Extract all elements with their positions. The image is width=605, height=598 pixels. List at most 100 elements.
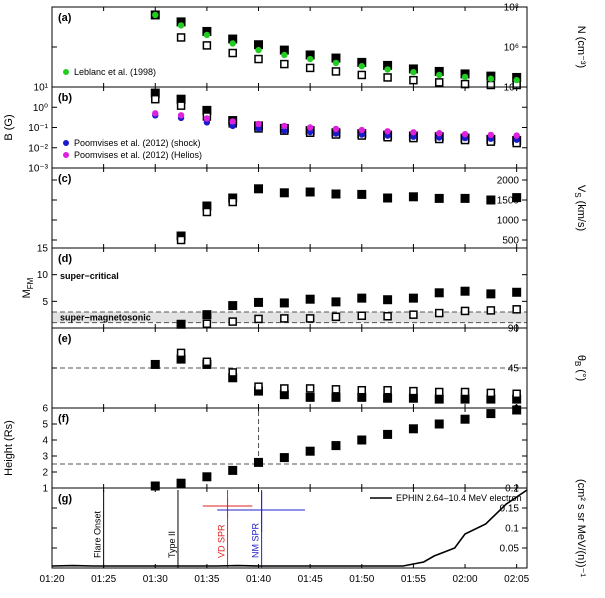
y-axis-title-sub: FM bbox=[26, 277, 35, 289]
data-point-circle bbox=[281, 51, 288, 59]
y-axis-title: B (G) bbox=[3, 114, 15, 140]
data-point-filled bbox=[150, 359, 160, 369]
data-point-filled bbox=[434, 419, 444, 429]
data-point-open bbox=[434, 387, 444, 397]
data-point-open bbox=[202, 319, 212, 328]
data-point-circle bbox=[410, 68, 417, 76]
data-point-open bbox=[305, 314, 315, 323]
data-point-filled bbox=[279, 453, 289, 463]
data-point-filled bbox=[331, 297, 341, 307]
data-point-filled bbox=[202, 26, 212, 36]
y-tick-label: 4 bbox=[42, 436, 48, 447]
x-tick-label: 02:05 bbox=[504, 574, 529, 585]
panel-a: 10⁴ 10⁶ 10⁸ (a) N (cm⁻³) Leblanc et al. (1998… bbox=[51, 3, 587, 94]
y-tick-label: 10⁰ bbox=[33, 103, 48, 114]
data-point-circle bbox=[410, 129, 417, 136]
data-point-filled bbox=[460, 394, 470, 404]
y-tick-label: 15 bbox=[37, 244, 49, 255]
y-tick-label: 10¹ bbox=[34, 83, 49, 94]
data-point-circle bbox=[203, 115, 211, 122]
data-point-open bbox=[305, 63, 315, 73]
data-point-filled bbox=[331, 441, 341, 451]
panel-e: 04590(e)θB (°) bbox=[51, 324, 587, 415]
legend-marker bbox=[63, 69, 69, 75]
data-point-filled bbox=[408, 192, 418, 202]
data-point-filled bbox=[279, 45, 289, 55]
data-point-circle bbox=[255, 46, 262, 54]
x-tick-label: 02:00 bbox=[453, 574, 478, 585]
data-point-filled bbox=[408, 64, 418, 74]
y-tick-label: 0.2 bbox=[505, 484, 519, 495]
y-axis-title: (cm² s sr MeV/(n))⁻¹ bbox=[575, 479, 587, 577]
data-point-filled bbox=[512, 287, 522, 297]
y-tick-label: 1500 bbox=[497, 196, 520, 207]
data-point-filled bbox=[383, 60, 393, 70]
data-point-filled bbox=[150, 481, 160, 491]
panel-c: 500 1000 1500 2000 (c) VS (km/s) bbox=[51, 167, 587, 249]
data-point-filled bbox=[176, 354, 186, 364]
data-point-circle bbox=[487, 131, 495, 139]
data-point-open bbox=[151, 94, 160, 104]
y-tick-label: 0.05 bbox=[500, 544, 520, 555]
panel-label: (a) bbox=[58, 12, 72, 24]
y-tick-label: 1 bbox=[42, 484, 48, 495]
event-label: NM SPR bbox=[251, 522, 261, 558]
y-tick-label: 500 bbox=[502, 236, 519, 247]
y-tick-label: 10⁴ bbox=[504, 83, 519, 94]
data-point-filled bbox=[254, 386, 264, 396]
data-point-filled bbox=[279, 390, 289, 400]
data-point-circle bbox=[306, 55, 314, 63]
data-point-circle bbox=[281, 122, 288, 130]
data-point-open bbox=[228, 197, 237, 207]
data-point-open bbox=[202, 357, 212, 367]
y-tick-label: 10 bbox=[37, 270, 49, 281]
data-point-filled bbox=[434, 394, 444, 404]
y-axis-title: VS (km/s) bbox=[573, 185, 587, 231]
panel-d: 5 10 15 (d) MFM super−critical super−magnetoso… bbox=[21, 244, 528, 329]
data-point-open bbox=[434, 78, 444, 87]
data-point-filled bbox=[357, 293, 367, 303]
band-label: super−magnetosonic bbox=[60, 312, 151, 322]
data-point-circle bbox=[332, 59, 340, 67]
data-point-filled bbox=[202, 310, 212, 320]
data-point-filled bbox=[408, 424, 418, 434]
data-point-filled bbox=[486, 409, 496, 419]
data-point-circle bbox=[255, 120, 262, 128]
data-point-circle bbox=[203, 31, 211, 39]
data-point-filled bbox=[460, 193, 470, 203]
y-tick-label: 45 bbox=[508, 364, 520, 375]
panel-label: (f) bbox=[58, 413, 69, 425]
data-point-circle bbox=[177, 22, 185, 29]
data-point-open bbox=[331, 385, 341, 394]
y-axis-title: MFM bbox=[21, 277, 35, 298]
data-point-circle bbox=[229, 118, 236, 125]
data-point-open bbox=[512, 389, 521, 399]
data-point-open bbox=[409, 310, 418, 319]
data-point-filled bbox=[228, 465, 238, 475]
data-point-filled bbox=[228, 34, 238, 44]
data-point-filled bbox=[357, 435, 367, 445]
data-point-filled bbox=[383, 295, 393, 305]
data-point-circle bbox=[358, 131, 365, 138]
data-point-circle bbox=[384, 66, 391, 73]
data-point-circle bbox=[177, 112, 185, 119]
data-point-filled bbox=[305, 187, 315, 197]
data-point-open bbox=[228, 317, 237, 326]
panel-label: (b) bbox=[58, 92, 72, 104]
data-point-filled bbox=[434, 193, 444, 203]
event-label: Type II bbox=[167, 531, 177, 558]
event-label: Flare Onset bbox=[93, 510, 103, 558]
data-point-open bbox=[228, 48, 237, 58]
data-point-filled bbox=[331, 53, 341, 63]
data-point-filled bbox=[202, 472, 212, 482]
panel-g: 0.05 0.1 0.15 0.2 (g) (cm² s sr MeV/(n))⁻¹ Fla… bbox=[51, 479, 587, 577]
y-tick-label: 6 bbox=[42, 404, 48, 415]
data-point-circle bbox=[358, 126, 365, 134]
data-point-open bbox=[357, 311, 367, 320]
data-point-filled bbox=[228, 301, 238, 311]
y-tick-label: 5 bbox=[42, 297, 48, 308]
series-line bbox=[51, 489, 528, 567]
data-point-filled bbox=[486, 394, 496, 404]
data-point-circle bbox=[306, 128, 314, 136]
y-axis-title: Height (Rs) bbox=[3, 420, 15, 476]
